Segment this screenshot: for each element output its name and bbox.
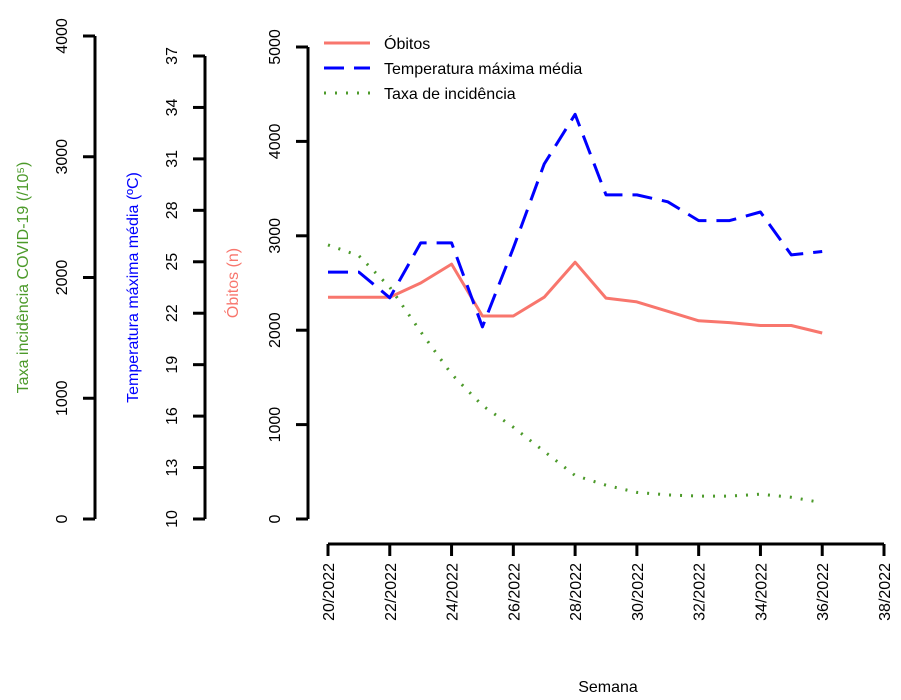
x-tick-label: 36/2022 [815,563,832,621]
x-tick-label: 28/2022 [568,563,585,621]
x-tick-label: 24/2022 [445,563,462,621]
incidencia-tick-label: 4000 [54,18,71,54]
temperatura-tick-label: 16 [164,407,181,425]
temperatura-axis: 10 13 16 19 22 25 28 31 34 37 Temperatura máxima m… [125,47,207,528]
x-tick-label: 32/2022 [692,563,709,621]
x-axis-label: Semana [578,679,638,696]
incidencia-tick-label: 0 [54,514,71,523]
incidencia-axis-label: Taxa incidência COVID-19 (/10⁵) [15,162,32,394]
obitos-tick-label: 0 [267,514,284,523]
incidencia-tick-label: 2000 [54,260,71,296]
temperatura-tick-label: 25 [164,253,181,271]
temperatura-tick-label: 19 [164,356,181,374]
temperatura-tick-label: 22 [164,304,181,322]
x-tick-label: 34/2022 [753,563,770,621]
x-tick-label: 38/2022 [877,563,894,621]
obitos-axis: 0 1000 2000 3000 4000 5000 Óbitos (n) [223,29,310,523]
legend-label-temperatura: Temperatura máxima média [384,61,582,78]
incidencia-tick-label: 3000 [54,139,71,175]
temperatura-tick-label: 31 [164,150,181,168]
x-tick-label: 20/2022 [321,563,338,621]
temperatura-tick-label: 37 [164,47,181,65]
legend-label-obitos: Óbitos [384,34,430,53]
x-axis: 20/2022 22/2022 24/2022 26/2022 28/2022 30/20… [321,542,894,696]
series-line-incidencia [327,243,823,505]
legend-label-incidencia: Taxa de incidência [384,86,516,103]
series-line-temperatura [328,112,823,329]
incidencia-tick-label: 1000 [54,380,71,416]
x-tick-label: 22/2022 [383,563,400,621]
obitos-tick-label: 5000 [267,29,284,65]
temperatura-tick-label: 28 [164,201,181,219]
obitos-tick-label: 1000 [267,407,284,443]
temperatura-tick-label: 10 [164,510,181,528]
obitos-tick-label: 4000 [267,124,284,160]
x-tick-label: 30/2022 [630,563,647,621]
obitos-tick-label: 2000 [267,312,284,348]
series-line-obitos [328,260,823,335]
temperatura-tick-label: 34 [164,98,181,116]
obitos-tick-label: 3000 [267,218,284,254]
temperatura-tick-label: 13 [164,459,181,477]
legend: Óbitos Temperatura máxima média Taxa de in… [324,34,582,103]
incidencia-axis: 0 1000 2000 3000 4000 Taxa incidência COVID-1… [15,18,97,523]
obitos-axis-label: Óbitos (n) [223,248,242,318]
series-group [327,112,823,505]
temperatura-axis-label: Temperatura máxima média (ºC) [125,172,142,403]
x-tick-label: 26/2022 [506,563,523,621]
